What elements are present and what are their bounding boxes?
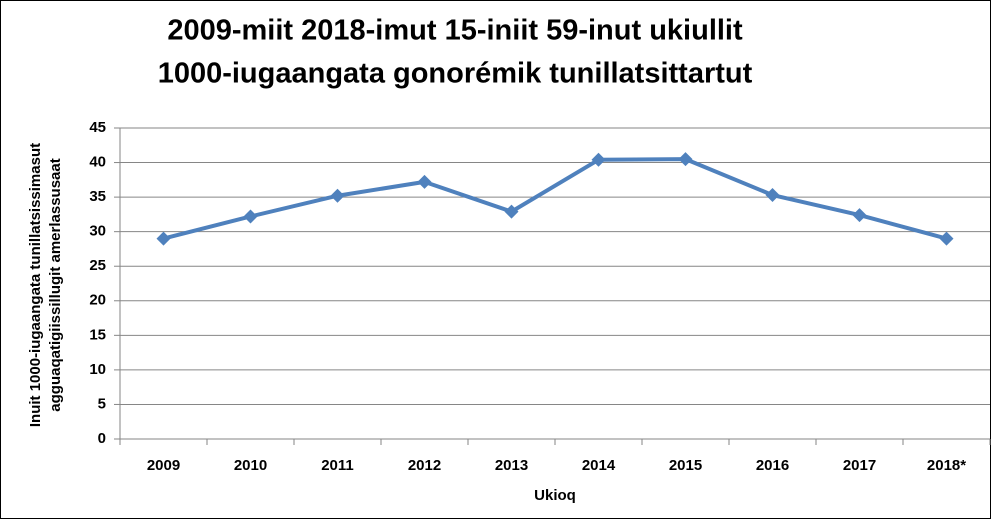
y-axis-label: agguaqatigiissillugit amerlassusaat [47,158,64,411]
x-tick-label: 2010 [234,457,267,474]
chart-title: 2009-miit 2018-imut 15-iniit 59-inut uki… [167,15,743,47]
y-tick-label: 35 [89,188,106,205]
y-tick-label: 40 [89,154,106,171]
x-tick-label: 2011 [321,457,354,474]
x-tick-label: 2018* [927,457,966,474]
y-tick-label: 45 [89,119,106,136]
chart-title: 1000-iugaangata gonorémik tunillatsittar… [158,58,753,90]
x-axis-label: Ukioq [534,487,576,504]
data-point [330,188,345,203]
data-point [939,231,954,246]
data-point [765,188,780,203]
x-tick-label: 2014 [582,457,616,474]
x-tick-label: 2015 [669,457,702,474]
data-point [243,209,258,224]
y-tick-label: 30 [89,223,106,240]
data-point [678,152,693,167]
y-tick-label: 0 [98,430,106,447]
x-tick-label: 2012 [408,457,441,474]
data-point [591,152,606,167]
series-line [163,157,948,241]
data-point [417,174,432,189]
y-tick-label: 10 [89,361,106,378]
y-tick-label: 5 [98,395,106,412]
y-axis-label: Inuit 1000-iugaangata tunillatsissimasut [27,143,44,427]
y-tick-label: 25 [89,257,106,274]
x-tick-label: 2009 [147,457,180,474]
y-tick-label: 15 [89,326,106,343]
data-point [852,208,867,223]
data-point [156,231,171,246]
x-tick-label: 2017 [843,457,876,474]
x-tick-label: 2016 [756,457,789,474]
x-tick-label: 2013 [495,457,528,474]
data-point [504,204,519,219]
y-tick-label: 20 [89,292,106,309]
